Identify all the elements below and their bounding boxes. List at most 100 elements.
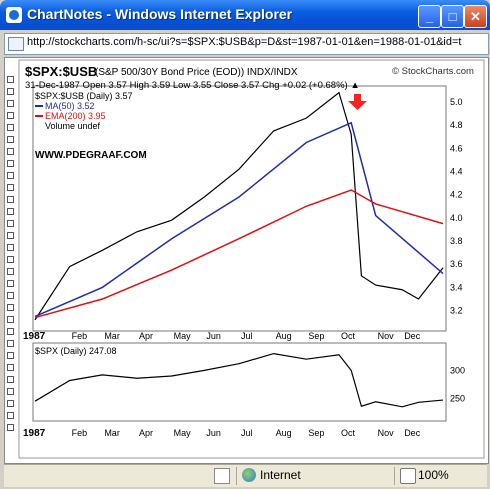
x-tick-label: Oct: [341, 331, 356, 341]
x-tick-label: Nov: [378, 331, 395, 341]
strip-square: [7, 328, 14, 335]
document-icon: [214, 468, 230, 484]
ie-icon: [6, 7, 22, 23]
zoom-icon[interactable]: [400, 468, 416, 484]
status-divider: [394, 467, 395, 485]
strip-square: [7, 424, 14, 431]
x-tick-label: Sep: [308, 428, 324, 438]
upper-y-axis: 5.0 4.8 4.6 4.4 4.2 4.0 3.8 3.6 3.4 3.2: [450, 97, 463, 316]
chart-symbol: $SPX:$USB: [25, 64, 97, 79]
lower-series-group: [34, 352, 444, 408]
y-tick-label: 3.6: [450, 259, 463, 269]
y-tick-label: 3.2: [450, 306, 463, 316]
strip-square: [7, 100, 14, 107]
strip-square: [7, 256, 14, 263]
x-tick-label: Sep: [308, 331, 324, 341]
x-tick-label: Apr: [139, 428, 153, 438]
globe-icon: [242, 468, 256, 482]
lower-y-axis: 300 250: [450, 365, 465, 403]
upper-series-group: [34, 91, 444, 321]
strip-square: [7, 76, 14, 83]
window-title: ChartNotes - Windows Internet Explorer: [27, 6, 293, 22]
strip-square: [7, 196, 14, 203]
lower-year-label: 1987: [23, 428, 46, 439]
zoom-level[interactable]: 100%: [418, 468, 449, 482]
strip-square: [7, 172, 14, 179]
legend-ema: EMA(200) 3.95: [45, 111, 106, 121]
strip-square: [7, 184, 14, 191]
x-tick-label: Feb: [72, 428, 88, 438]
strip-square: [7, 316, 14, 323]
strip-square: [7, 232, 14, 239]
series-line-price: [34, 91, 444, 321]
minimize-button[interactable]: _: [418, 5, 441, 28]
strip-square: [7, 268, 14, 275]
x-tick-label: Aug: [276, 428, 292, 438]
y-tick-label: 5.0: [450, 97, 463, 107]
x-tick-label: Mar: [104, 331, 120, 341]
lower-legend: $SPX (Daily) 247.08: [35, 346, 117, 356]
x-tick-label: Jul: [241, 331, 253, 341]
upper-x-axis: Feb Mar Apr May Jun Jul Aug Sep Oct Nov Dec: [72, 331, 421, 341]
status-zone: Internet: [260, 468, 301, 482]
x-tick-label: Jul: [241, 428, 253, 438]
down-arrow-icon: [348, 94, 367, 110]
legend: $SPX:$USB (Daily) 3.57 MA(50) 3.52 EMA(2…: [35, 91, 133, 131]
x-tick-label: Dec: [404, 331, 421, 341]
x-tick-label: May: [174, 428, 192, 438]
y-tick-label: 4.0: [450, 213, 463, 223]
date-ohlc-line: 31-Dec-1987 Open 3.57 High 3.59 Low 3.55…: [25, 80, 360, 91]
upper-year-label: 1987: [23, 331, 46, 342]
lower-plot-frame: [32, 342, 447, 422]
strip-square: [7, 304, 14, 311]
y-tick-label: 4.4: [450, 166, 463, 176]
address-text[interactable]: http://stockcharts.com/h-sc/ui?s=$SPX:$U…: [27, 36, 462, 48]
strip-square: [7, 292, 14, 299]
strip-square: [7, 352, 14, 359]
chart-frame: [18, 59, 485, 459]
strip-square: [7, 220, 14, 227]
copyright-text: © StockCharts.com: [392, 66, 474, 77]
x-tick-label: Mar: [104, 428, 120, 438]
page-content: $SPX:$USB (S&P 500/30Y Bond Price (EOD))…: [4, 57, 489, 464]
x-tick-label: Aug: [276, 331, 292, 341]
legend-volume: Volume undef: [45, 121, 101, 131]
strip-square: [7, 388, 14, 395]
y-tick-label: 4.2: [450, 190, 463, 200]
strip-square: [7, 208, 14, 215]
x-tick-label: Oct: [341, 428, 356, 438]
page-icon: [8, 37, 24, 51]
y-tick-label: 3.4: [450, 282, 463, 292]
address-bar[interactable]: http://stockcharts.com/h-sc/ui?s=$SPX:$U…: [4, 33, 489, 55]
upper-plot-frame: [32, 85, 447, 332]
x-tick-label: Jun: [206, 428, 221, 438]
strip-square: [7, 280, 14, 287]
legend-ma: MA(50) 3.52: [45, 101, 95, 111]
title-bar[interactable]: ChartNotes - Windows Internet Explorer _…: [0, 0, 490, 30]
strip-square: [7, 136, 14, 143]
x-tick-label: Feb: [72, 331, 88, 341]
x-tick-label: Nov: [378, 428, 395, 438]
strip-square: [7, 364, 14, 371]
strip-square: [7, 340, 14, 347]
strip-square: [7, 160, 14, 167]
strip-square: [7, 400, 14, 407]
x-tick-label: Dec: [404, 428, 421, 438]
chart-description: (S&P 500/30Y Bond Price (EOD)) INDX/INDX: [95, 67, 298, 78]
maximize-button[interactable]: □: [441, 5, 464, 28]
series-line-ma50: [34, 121, 444, 318]
strip-square: [7, 244, 14, 251]
strip-square: [7, 124, 14, 131]
left-strip: [5, 58, 15, 463]
y-tick-label: 250: [450, 393, 465, 403]
close-button[interactable]: ✕: [464, 5, 487, 28]
status-bar: Internet 100%: [4, 464, 487, 487]
chart-area: $SPX:$USB (S&P 500/30Y Bond Price (EOD))…: [18, 59, 485, 459]
strip-square: [7, 376, 14, 383]
y-tick-label: 4.6: [450, 143, 463, 153]
strip-square: [7, 88, 14, 95]
status-divider: [236, 467, 237, 485]
series-line-ema200: [34, 189, 444, 319]
lower-x-axis: Feb Mar Apr May Jun Jul Aug Sep Oct Nov Dec: [72, 428, 421, 438]
